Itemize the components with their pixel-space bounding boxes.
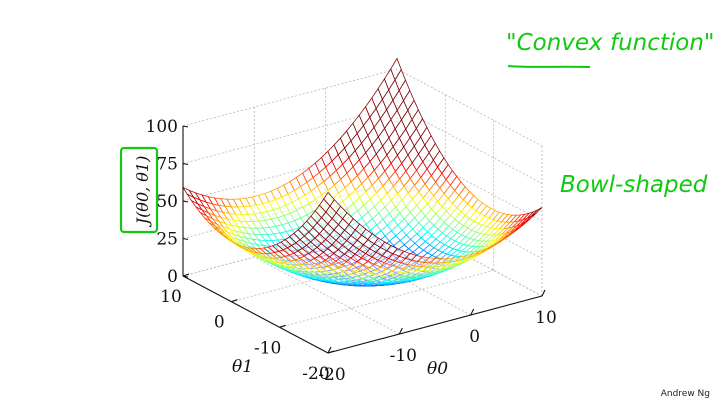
y-tick-mark [231, 299, 238, 303]
x-tick-label: 10 [535, 308, 557, 328]
y-axis-label: θ1 [232, 357, 253, 377]
x-tick-mark [398, 327, 403, 335]
z-tick-mark [182, 200, 189, 203]
z-tick-mark [182, 162, 189, 166]
z-tick-label: 50 [156, 192, 178, 212]
surface-cell [323, 191, 335, 207]
x-tick-label: -20 [318, 365, 345, 385]
zlabel-box [119, 146, 159, 234]
x-tick-label: 0 [469, 327, 480, 347]
z-tick-label: 25 [156, 230, 178, 250]
y-tick-mark [327, 350, 335, 354]
z-axis-label: J(θ0, θ1) [133, 156, 152, 228]
zlabel-group: J(θ0, θ1) [119, 146, 159, 234]
x-tick-mark [470, 308, 475, 316]
x-tick-mark [327, 346, 332, 354]
x-floor-gridline [254, 256, 400, 335]
y-tick-label: -20 [302, 364, 329, 384]
y-tick-label: 10 [160, 287, 182, 307]
y-tick-mark [279, 324, 286, 328]
z-tick-label: 75 [156, 155, 178, 175]
z-tick-label: 0 [167, 267, 178, 287]
convex-underline [507, 65, 591, 68]
y-tick-label: 0 [214, 313, 225, 333]
theta1-axis [182, 275, 329, 354]
x-tick-label: -10 [390, 346, 417, 366]
bowl-shaped-annotation: Bowl-shaped [560, 172, 708, 198]
surface-mesh [182, 57, 543, 287]
y-tick-label: -10 [254, 338, 281, 358]
y-tick-mark [182, 273, 190, 277]
z-tick-mark [182, 237, 189, 241]
z-tick-mark [182, 125, 189, 128]
convex-function-annotation: "Convex function" [506, 30, 715, 56]
theta0-axis [327, 295, 543, 354]
x-axis-label: θ0 [427, 359, 448, 379]
z-tick-label: 100 [146, 117, 178, 137]
x-tick-mark [541, 289, 546, 297]
author-credit: Andrew Ng [660, 389, 710, 399]
y-floor-gridline [279, 269, 494, 328]
